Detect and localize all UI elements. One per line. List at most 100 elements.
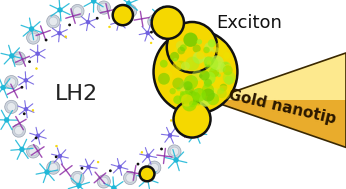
Ellipse shape [71,5,84,18]
Circle shape [172,61,182,71]
Circle shape [207,93,219,105]
Circle shape [217,73,221,77]
Circle shape [174,77,182,86]
Circle shape [125,20,126,21]
Text: LH2: LH2 [55,84,98,105]
Ellipse shape [12,52,25,65]
Ellipse shape [148,161,161,174]
Circle shape [174,158,178,162]
Circle shape [161,148,162,150]
Circle shape [202,88,215,101]
Circle shape [86,21,90,24]
Circle shape [208,39,216,47]
Circle shape [177,127,179,128]
Circle shape [224,76,234,85]
Circle shape [180,44,187,51]
Circle shape [32,109,34,111]
Circle shape [65,36,67,38]
Circle shape [112,186,116,189]
Circle shape [176,61,186,70]
Circle shape [207,60,211,65]
Circle shape [181,94,193,107]
Circle shape [169,134,172,137]
Ellipse shape [124,5,137,18]
Ellipse shape [168,31,181,44]
Circle shape [192,70,203,81]
Circle shape [193,52,205,64]
Circle shape [118,165,121,168]
Circle shape [181,62,190,70]
Circle shape [170,119,172,121]
Circle shape [20,147,24,151]
Circle shape [199,67,203,71]
Circle shape [217,88,227,98]
Circle shape [215,47,219,52]
Circle shape [55,156,57,158]
Circle shape [183,81,192,90]
Circle shape [177,47,185,54]
Circle shape [21,87,22,88]
Ellipse shape [182,52,195,65]
Circle shape [180,78,183,81]
Circle shape [217,88,224,94]
Circle shape [199,74,203,78]
Ellipse shape [148,15,161,28]
Ellipse shape [27,145,40,158]
Circle shape [5,118,9,122]
Text: Gold nanotip: Gold nanotip [227,87,337,126]
Circle shape [180,91,184,95]
Circle shape [184,82,192,90]
Ellipse shape [184,126,193,135]
Circle shape [29,27,34,31]
Circle shape [184,60,193,68]
Circle shape [150,42,152,44]
Circle shape [194,131,198,135]
Circle shape [158,73,170,85]
Circle shape [97,161,99,163]
Ellipse shape [47,161,60,174]
Circle shape [184,75,198,89]
Ellipse shape [126,174,134,182]
Circle shape [205,61,211,67]
Circle shape [204,43,214,52]
Circle shape [174,47,182,55]
Circle shape [179,91,192,104]
Circle shape [204,79,212,87]
Circle shape [69,24,70,26]
Circle shape [216,62,226,73]
Circle shape [192,94,203,105]
Circle shape [209,55,224,70]
Ellipse shape [71,171,84,184]
Circle shape [193,92,197,96]
Circle shape [172,78,184,89]
Ellipse shape [29,147,37,156]
Ellipse shape [124,171,137,184]
Ellipse shape [49,163,57,172]
Circle shape [202,71,216,85]
Polygon shape [209,100,346,147]
Circle shape [109,26,110,28]
Circle shape [194,89,198,92]
Circle shape [183,74,184,76]
Circle shape [204,57,218,71]
Circle shape [209,67,219,77]
Circle shape [184,98,193,108]
Circle shape [170,52,179,61]
Circle shape [117,20,120,23]
Circle shape [154,30,237,114]
Ellipse shape [97,175,110,188]
Ellipse shape [170,147,179,156]
Circle shape [160,60,168,68]
Circle shape [169,87,182,100]
Circle shape [199,94,211,107]
Circle shape [193,54,203,64]
Circle shape [221,61,231,72]
Circle shape [140,167,154,181]
Ellipse shape [29,33,37,42]
Polygon shape [209,53,346,100]
Circle shape [146,177,149,181]
Circle shape [203,57,211,64]
Text: Exciton: Exciton [216,14,282,32]
Circle shape [1,85,5,90]
Circle shape [182,96,197,111]
